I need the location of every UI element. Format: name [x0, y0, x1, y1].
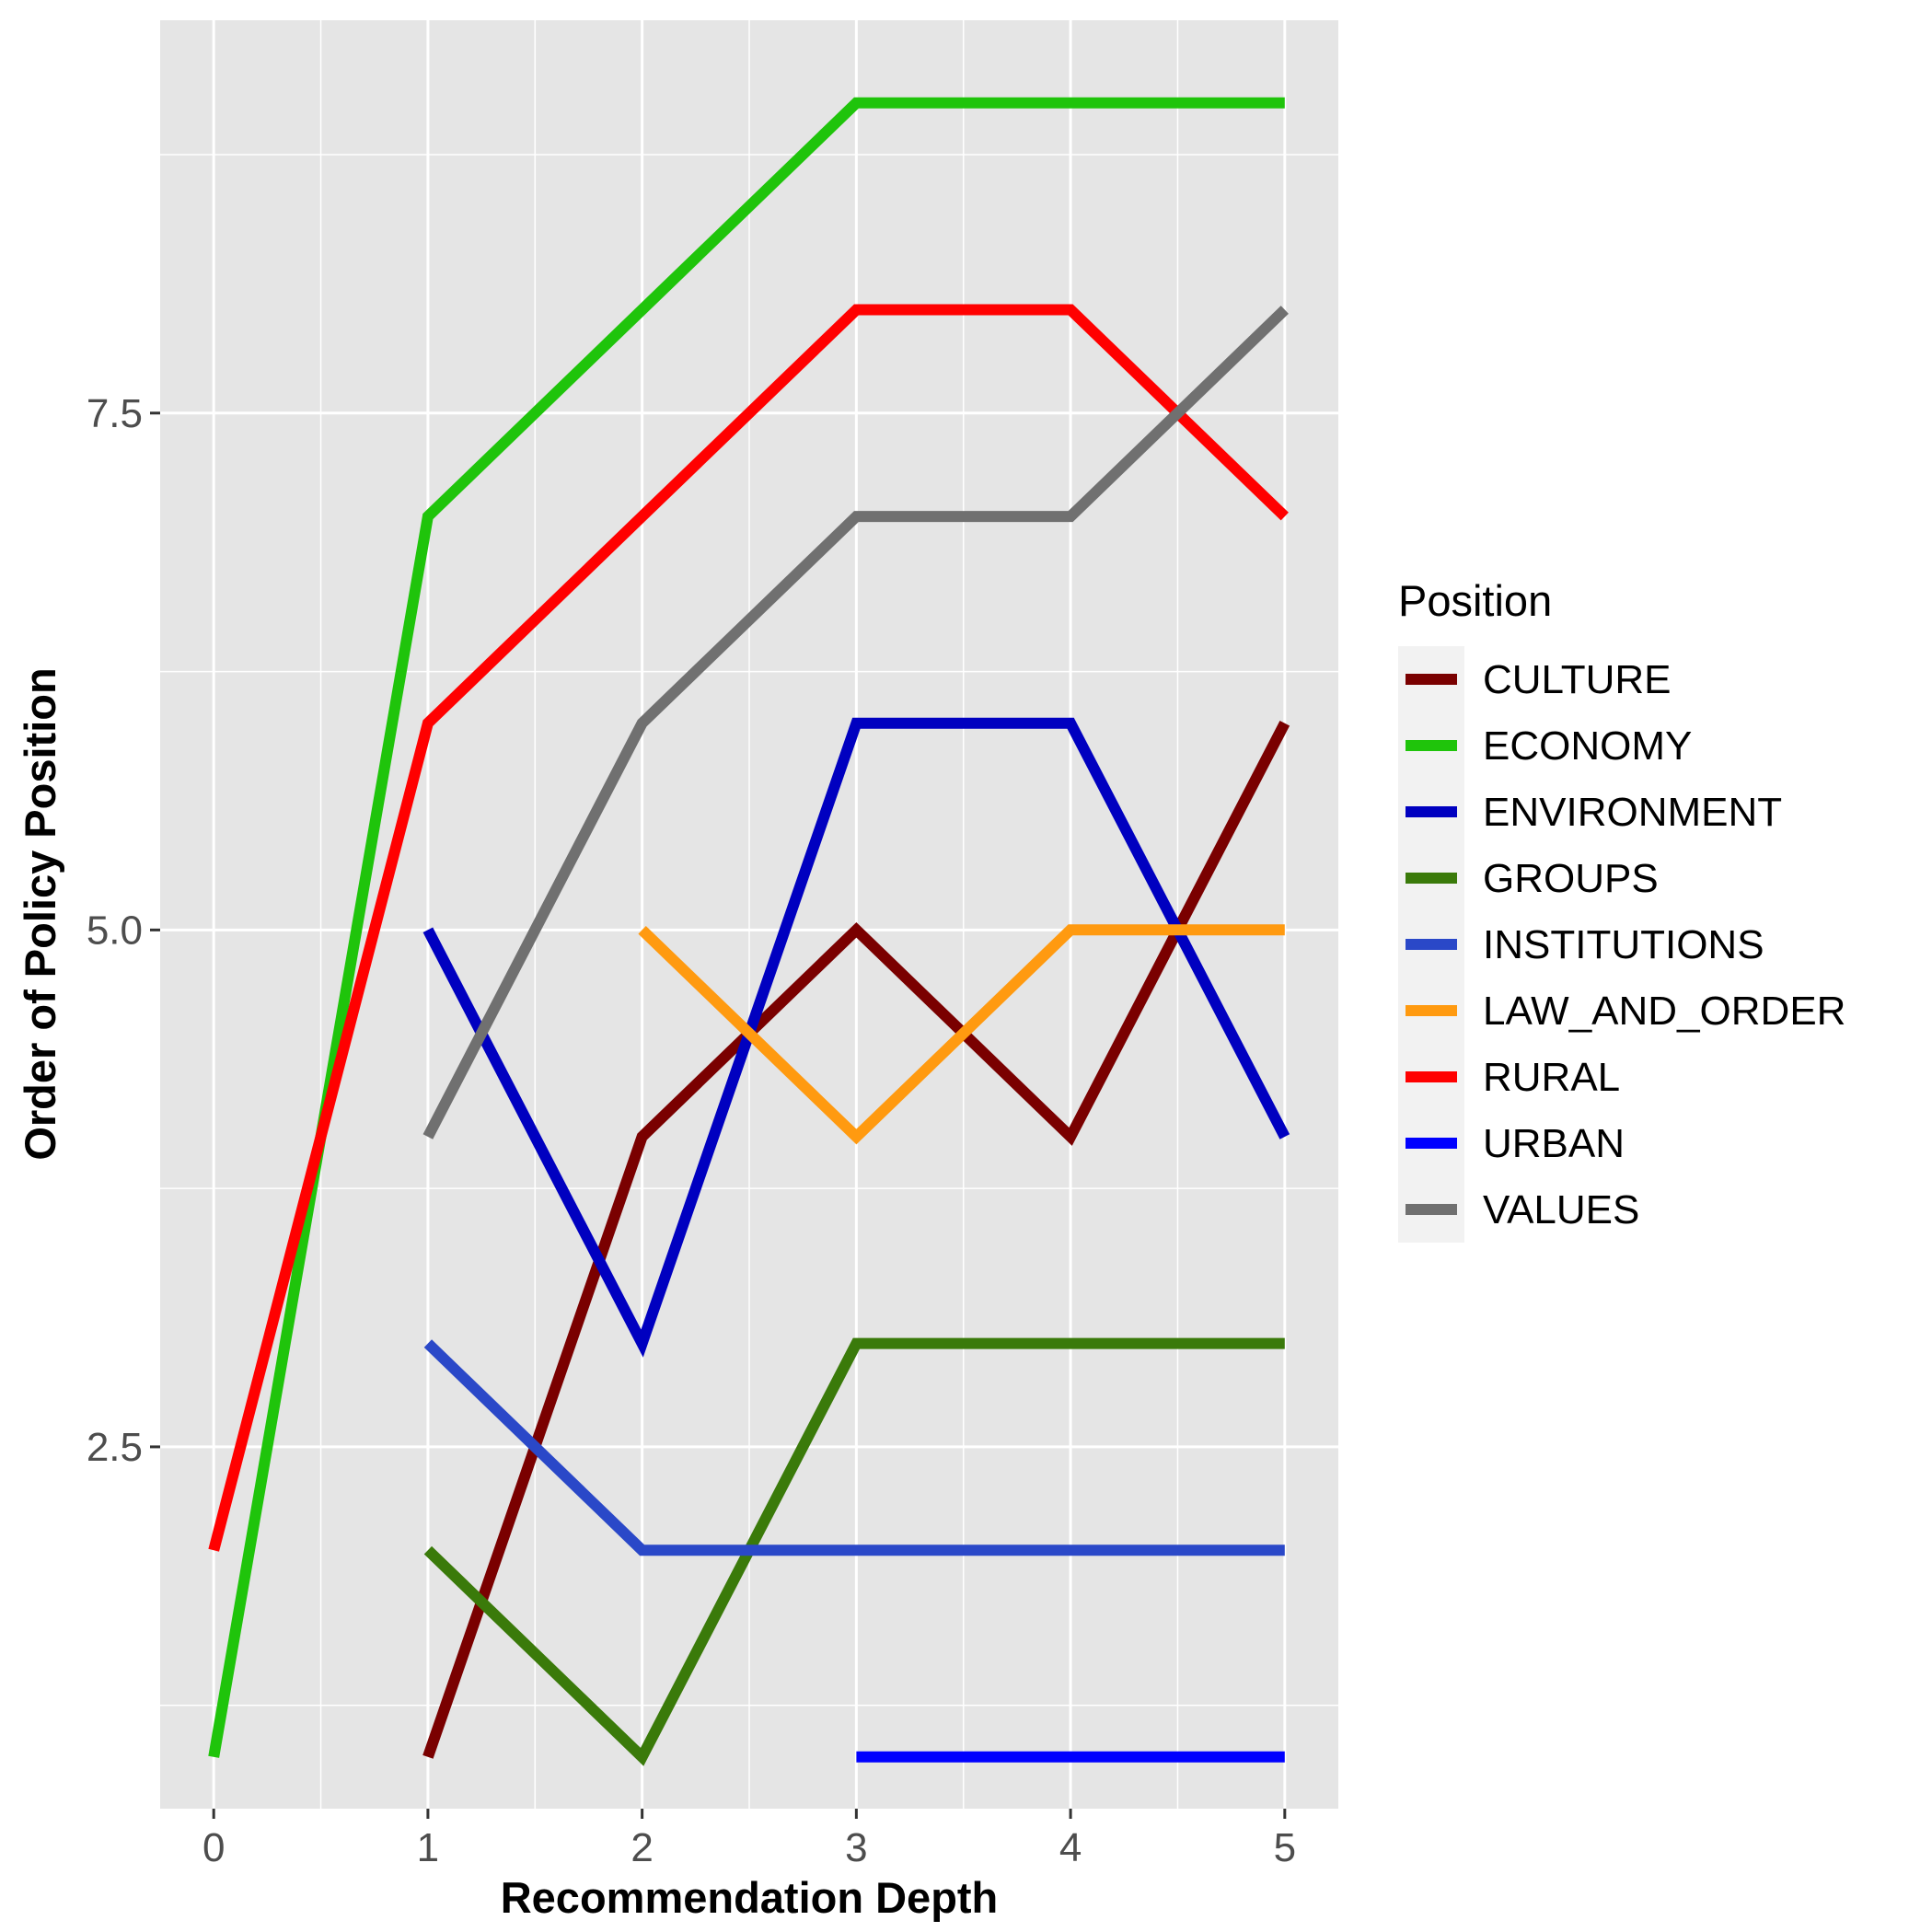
series-line-law-and-order [638, 924, 1285, 1145]
legend-label: GROUPS [1483, 856, 1659, 901]
x-tick-label: 1 [417, 1825, 439, 1870]
legend-label: CULTURE [1483, 657, 1672, 702]
legend-label: VALUES [1483, 1187, 1639, 1232]
legend-label: ENVIRONMENT [1483, 790, 1782, 835]
legend-items: CULTURE ECONOMY ENVIRONMENT GROUPS INSTITUTI… [1406, 657, 1845, 1232]
x-tick-label: 0 [202, 1825, 225, 1870]
legend: Position CULTURE ECONOMY ENVIRONMENT GROUPS… [1398, 576, 1845, 1243]
series-line-culture [422, 720, 1290, 1759]
x-tick-label: 3 [845, 1825, 867, 1870]
series-line-environment [422, 717, 1290, 1358]
x-axis-title: Recommendation Depth [501, 1873, 999, 1922]
x-tick-label: 5 [1274, 1825, 1296, 1870]
legend-label: URBAN [1483, 1121, 1625, 1166]
x-tick-label: 2 [631, 1825, 653, 1870]
x-tick-label: 4 [1059, 1825, 1082, 1870]
series-line-values [422, 306, 1289, 1140]
y-tick-label: 2.5 [87, 1425, 143, 1470]
major-gridlines [160, 20, 1338, 1809]
x-axis: 0 1 2 3 4 5 [202, 1809, 1296, 1870]
series-line-institutions [423, 1339, 1285, 1556]
legend-label: LAW_AND_ORDER [1483, 989, 1845, 1034]
y-axis: 2.5 5.0 7.5 [87, 391, 160, 1470]
y-tick-label: 5.0 [87, 908, 143, 953]
legend-label: ECONOMY [1483, 723, 1692, 769]
y-axis-title: Order of Policy Position [16, 667, 64, 1160]
y-tick-label: 7.5 [87, 391, 143, 436]
legend-label: INSTITUTIONS [1483, 922, 1764, 967]
legend-label: RURAL [1483, 1055, 1620, 1100]
minor-gridlines [160, 20, 1338, 1809]
series-line-rural [208, 304, 1289, 1552]
series-line-economy [208, 97, 1285, 1758]
series-lines [208, 97, 1290, 1766]
legend-title: Position [1398, 576, 1552, 625]
series-line-groups [423, 1337, 1285, 1766]
